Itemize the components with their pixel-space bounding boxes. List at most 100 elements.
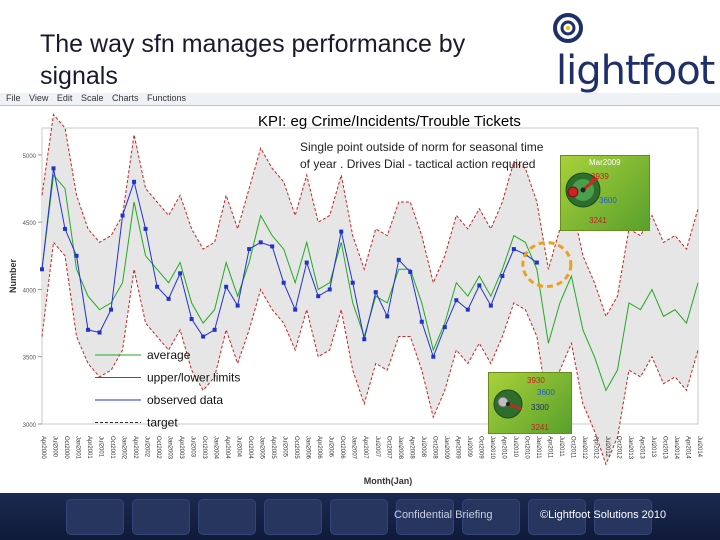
x-tick-label: Jul2002 [144,436,150,458]
annotation-note: Single point outside of norm for seasona… [300,140,544,171]
dial-top: Mar2009 3939 3600 3241 [560,155,650,231]
x-tick-label: Apr2008 [408,436,414,459]
footer-tile [264,499,322,535]
observed-point [419,319,424,324]
dial-top-upper: 3939 [591,172,609,181]
observed-point [339,229,344,234]
x-tick-label: Oct2008 [431,436,437,459]
x-tick-label: Jul2006 [328,436,334,458]
x-tick-label: Oct2002 [155,436,161,459]
observed-point [166,296,171,301]
footer-tile [528,499,586,535]
observed-point [431,354,436,359]
observed-point [201,334,206,339]
observed-point [224,284,229,289]
menu-edit[interactable]: Edit [56,93,73,103]
observed-point [235,303,240,308]
dial-bottom-lower: 3241 [531,423,549,432]
observed-point [500,274,505,278]
observed-point [132,179,137,184]
x-tick-label: Oct2001 [109,436,115,459]
footer-tile [66,499,124,535]
observed-point [120,213,125,218]
x-tick-label: Apr2003 [178,436,184,459]
x-tick-label: Jul2011 [558,436,564,457]
series-upper-limit [41,113,699,318]
observed-point [477,283,482,288]
footer-confidential: Confidential Briefing [394,509,493,521]
observed-point [63,226,68,231]
series-observed [41,168,538,359]
observed-point [270,244,275,249]
menu-functions[interactable]: Functions [147,93,187,103]
y-tick-label: 5000 [23,154,37,160]
footer-tile [132,499,190,535]
observed-point [86,327,91,332]
x-tick-label: Jan2012 [581,436,587,460]
x-tick-label: Jul2010 [512,436,518,458]
x-tick-label: Jan2002 [121,436,127,460]
dial-gauge-icon [493,389,523,419]
dial-top-lower: 3241 [589,216,607,225]
footer-bar [0,493,720,540]
x-tick-label: Apr2014 [684,436,690,459]
x-tick-label: Jan2014 [673,436,679,460]
x-tick-label: Jan2003 [167,436,173,460]
y-tick-label: 3500 [23,356,37,362]
kpi-label: KPI: eg Crime/Incidents/Trouble Tickets [258,113,521,130]
menu-bar: File View Edit Scale Charts Functions [0,93,720,106]
dial-bottom-value: 3300 [531,403,549,412]
x-tick-label: Apr2002 [132,436,138,459]
highlight-circle [521,241,573,289]
control-chart: 3000 3500 4000 4500 5000 Number Apr2000 Jul2000… [8,113,702,486]
observed-point [109,307,114,312]
x-tick-label: Oct2011 [569,436,575,459]
y-axis-label: Number [8,259,18,294]
footer-tile [198,499,256,535]
x-tick-label: Oct2009 [477,436,483,459]
x-axis-label: Month(Jan) [364,476,413,486]
observed-point [40,267,44,272]
y-tick-label: 3000 [23,423,37,429]
x-tick-label: Jul2003 [190,436,196,458]
x-tick-label: Apr2007 [362,436,368,459]
observed-point [97,330,102,335]
limit-band [42,114,698,465]
y-tick-label: 4000 [23,288,37,294]
x-tick-label: Jan2011 [535,436,541,459]
menu-scale[interactable]: Scale [80,93,104,103]
footer-tile [462,499,520,535]
menu-charts[interactable]: Charts [111,93,139,103]
menu-file[interactable]: File [6,93,21,103]
dial-bottom-center: 3600 [537,388,555,397]
legend-label: average [147,348,191,362]
logo-mark-icon [553,13,583,43]
x-tick-label: Oct2012 [615,436,621,459]
x-tick-label: Jul2005 [282,436,288,458]
observed-point [465,307,470,312]
x-tick-label: Oct2004 [247,436,253,459]
x-tick-label: Jul2007 [374,436,380,458]
x-tick-label: Jan2009 [443,436,449,460]
x-tick-label: Apr2012 [592,436,598,459]
x-tick-label: Jul2000 [52,436,58,458]
dial-bottom-upper: 3930 [527,376,545,385]
dial-bottom: 3930 3600 3300 3241 [488,372,572,434]
x-tick-label: Jan2007 [351,436,357,460]
observed-point [178,271,183,276]
x-tick-label: Apr2010 [500,436,506,459]
x-tick-label: Jan2004 [213,436,219,460]
x-tick-label: Apr2000 [40,436,46,459]
dial-top-center: 3600 [599,196,617,205]
x-tick-label: Apr2006 [316,436,322,459]
observed-point [408,269,413,274]
observed-point [304,260,309,265]
x-tick-label: Oct2005 [293,436,299,459]
x-tick-label: Oct2007 [385,436,391,459]
x-tick-label: Jul2008 [420,436,426,458]
footer-tile [594,499,652,535]
menu-view[interactable]: View [29,93,49,103]
x-tick-label: Apr2005 [270,436,276,459]
lightfoot-logo: lightfoot [552,12,715,94]
observed-point [511,247,516,252]
